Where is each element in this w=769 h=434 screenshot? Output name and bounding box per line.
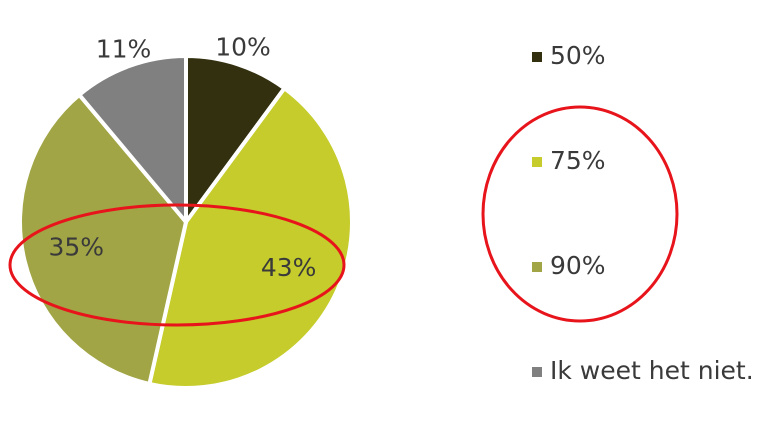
- data-labels: 10% 43% 35% 11%: [49, 33, 317, 282]
- data-label: 43%: [261, 253, 317, 282]
- legend-label: 75%: [550, 146, 606, 175]
- legend-item: Ik weet het niet.: [532, 355, 757, 386]
- legend-item: 90%: [532, 250, 757, 281]
- legend-swatch: [532, 52, 542, 62]
- legend-item: 50%: [532, 40, 757, 71]
- legend-swatch: [532, 367, 542, 377]
- legend-swatch: [532, 262, 542, 272]
- legend-label: 90%: [550, 251, 606, 280]
- legend-item: 75%: [532, 145, 757, 176]
- data-label: 11%: [96, 34, 152, 63]
- pie-slice: [18, 92, 188, 386]
- legend-label: Ik weet het niet.: [550, 356, 754, 385]
- pie-slice: [147, 86, 354, 390]
- pie-slice: [184, 54, 287, 224]
- data-label: 35%: [49, 233, 105, 262]
- annotation-ellipse: [481, 105, 679, 323]
- annotation-ellipse: [8, 203, 346, 327]
- legend-swatch: [532, 157, 542, 167]
- pie-slice: [77, 54, 188, 224]
- data-label: 10%: [215, 33, 271, 62]
- pie: [18, 54, 354, 390]
- legend-label: 50%: [550, 41, 606, 70]
